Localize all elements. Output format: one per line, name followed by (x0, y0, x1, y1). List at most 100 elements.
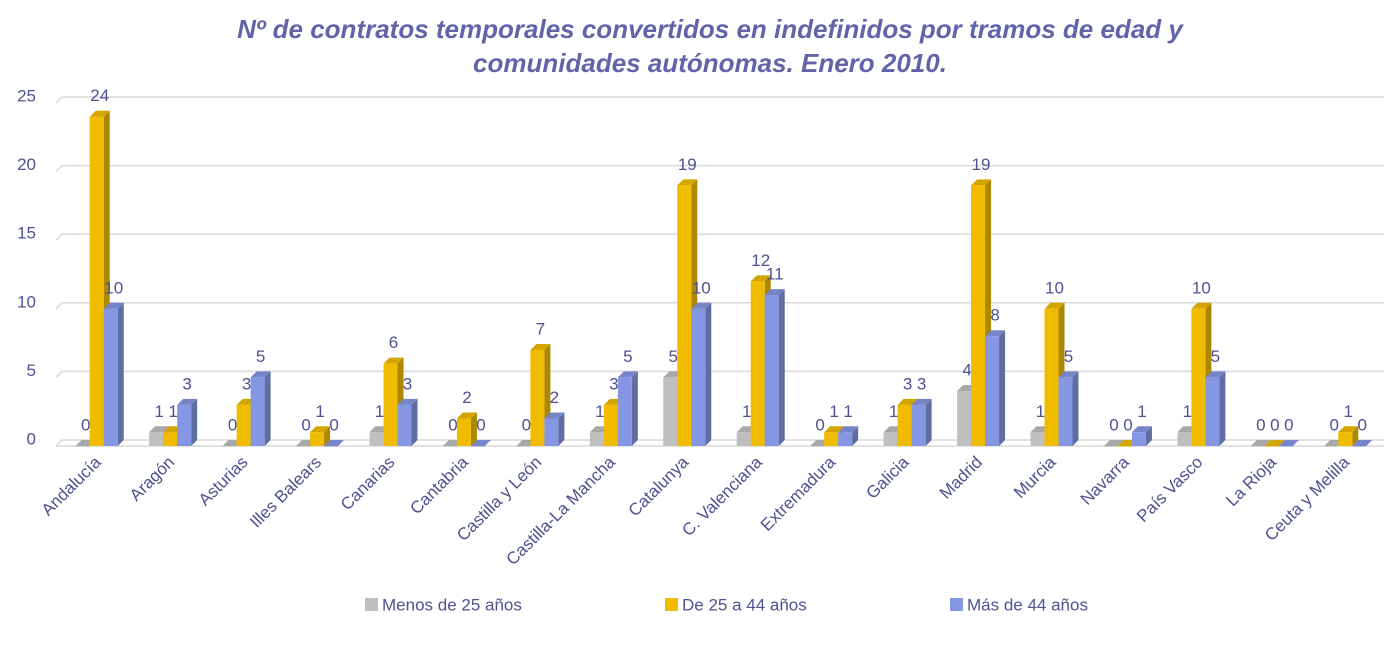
bar-front (1131, 432, 1146, 446)
data-label: 5 (623, 347, 632, 366)
data-label: 3 (403, 374, 412, 393)
bar-top (310, 426, 331, 433)
grid-line (55, 302, 1384, 310)
bar-front (1030, 432, 1045, 446)
data-label: 0 (476, 415, 485, 434)
bar-front (1044, 308, 1059, 446)
bar-front (397, 404, 412, 446)
bar-front (736, 432, 751, 446)
bar-front (296, 446, 311, 447)
bar-top (1131, 426, 1152, 433)
bar (397, 398, 418, 446)
bar-side (470, 412, 477, 446)
bar-front (603, 404, 618, 446)
y-tick-label: 5 (27, 361, 36, 380)
data-label: 1 (843, 402, 852, 421)
bar-front (1250, 446, 1265, 447)
bar-front (1264, 446, 1279, 447)
bar (1058, 371, 1079, 446)
bar-front (985, 336, 1000, 446)
bar-side (852, 426, 859, 446)
bar-top (1352, 440, 1373, 446)
data-label: 19 (678, 155, 697, 174)
bar (1352, 440, 1373, 447)
bar (324, 440, 345, 447)
bar-side (1145, 426, 1152, 446)
bar (177, 398, 198, 446)
bar-top (617, 371, 638, 378)
bar-front (369, 432, 384, 446)
x-tick-label: Cantabria (406, 452, 472, 518)
data-label: 0 (1109, 415, 1118, 434)
bar-side (631, 371, 638, 446)
data-label: 1 (168, 402, 177, 421)
y-tick-label: 15 (17, 224, 36, 243)
bar-front (883, 432, 898, 446)
bar-top (89, 110, 110, 117)
bar-front (1103, 446, 1118, 447)
data-label: 3 (609, 374, 618, 393)
bar-front (911, 404, 926, 446)
data-label: 1 (1036, 402, 1045, 421)
bar-top (911, 398, 932, 405)
data-label: 0 (228, 415, 237, 434)
bar (310, 426, 331, 446)
bar-front (89, 116, 104, 446)
bar-side (558, 412, 565, 446)
bar-front (810, 446, 825, 447)
bar (103, 302, 124, 446)
bar (1103, 440, 1124, 447)
bar (456, 412, 477, 446)
bar-front (103, 308, 118, 446)
grid-line (55, 439, 1384, 447)
bar-side (411, 398, 418, 446)
x-tick-label: Madrid (936, 453, 986, 503)
bar-front (897, 404, 912, 446)
bar-top (250, 371, 271, 378)
data-label: 5 (256, 347, 265, 366)
grid-line (55, 96, 1384, 104)
bar-front (1338, 432, 1353, 446)
bar-front (470, 446, 485, 447)
bar-front (324, 446, 339, 447)
bar-top (764, 289, 785, 296)
bar-side (778, 289, 785, 446)
data-label: 5 (669, 347, 678, 366)
bar-front (1278, 446, 1293, 447)
x-tick-label: Illes Balears (246, 453, 325, 532)
x-tick-label: Asturias (195, 453, 252, 510)
bar (691, 302, 712, 446)
bar-front (617, 377, 632, 446)
bar-top (824, 426, 845, 433)
bar (617, 371, 638, 446)
bar-top (397, 398, 418, 405)
bar-top (1338, 426, 1359, 433)
x-tick-label: Navarra (1077, 452, 1134, 509)
data-label: 10 (692, 278, 711, 297)
bar-side (705, 302, 712, 446)
data-label: 6 (389, 333, 398, 352)
bar (470, 440, 491, 447)
data-label: 0 (1358, 415, 1367, 434)
data-label: 0 (522, 415, 531, 434)
data-label: 3 (903, 374, 912, 393)
bar (985, 330, 1006, 446)
bar-front (838, 432, 853, 446)
legend-swatch (365, 598, 378, 611)
data-label: 1 (1137, 402, 1146, 421)
data-label: 0 (1330, 415, 1339, 434)
bar-front (1117, 446, 1132, 447)
data-label: 0 (81, 415, 90, 434)
legend-label: Más de 44 años (967, 595, 1088, 614)
y-tick-label: 10 (17, 292, 36, 311)
bar-top (1250, 440, 1271, 446)
bar-side (117, 302, 124, 446)
bar-front (544, 418, 559, 446)
bar-front (691, 308, 706, 446)
data-label: 0 (1256, 415, 1265, 434)
bar-top (530, 343, 551, 350)
bar-front (764, 295, 779, 446)
x-tick-label: Andalucía (38, 452, 105, 519)
bar-top (149, 426, 170, 433)
